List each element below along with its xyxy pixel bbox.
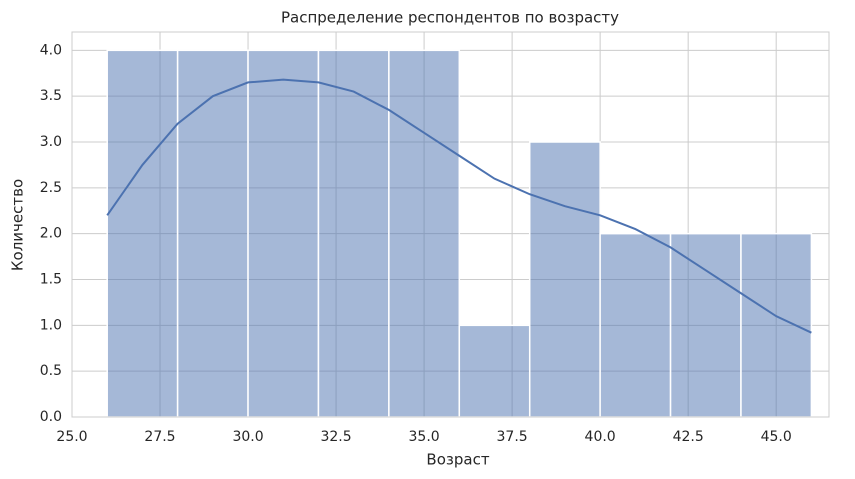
y-tick-label: 3.0 [40, 134, 62, 150]
chart-title: Распределение респондентов по возрасту [281, 9, 619, 27]
bar [528, 141, 601, 418]
y-tick-label: 4.0 [40, 42, 62, 58]
bar [740, 232, 813, 418]
bar [458, 324, 531, 418]
y-tick-label: 1.0 [40, 317, 62, 333]
bar [176, 49, 249, 418]
x-tick-label: 25.0 [56, 429, 87, 445]
y-axis-label: Количество [9, 179, 27, 271]
bar [317, 49, 390, 418]
x-tick-label: 32.5 [320, 429, 351, 445]
x-tick-label: 27.5 [144, 429, 175, 445]
bar [669, 232, 742, 418]
x-tick-label: 40.0 [585, 429, 616, 445]
x-tick-label: 30.0 [232, 429, 263, 445]
x-axis-label: Возраст [426, 451, 489, 469]
x-tick-label: 45.0 [761, 429, 792, 445]
y-tick-label: 1.5 [40, 272, 62, 288]
bar [599, 232, 672, 418]
y-tick-label: 0.5 [40, 363, 62, 379]
y-tick-label: 3.5 [40, 88, 62, 104]
bar [106, 49, 179, 418]
x-tick-label: 35.0 [409, 429, 440, 445]
bar [247, 49, 320, 418]
x-tick-label: 42.5 [673, 429, 704, 445]
y-tick-label: 2.0 [40, 226, 62, 242]
bar [388, 49, 461, 418]
plot-frame [71, 31, 830, 418]
x-tick-label: 37.5 [497, 429, 528, 445]
y-tick-label: 2.5 [40, 180, 62, 196]
y-tick-label: 0.0 [40, 409, 62, 425]
kde-line [106, 78, 812, 334]
